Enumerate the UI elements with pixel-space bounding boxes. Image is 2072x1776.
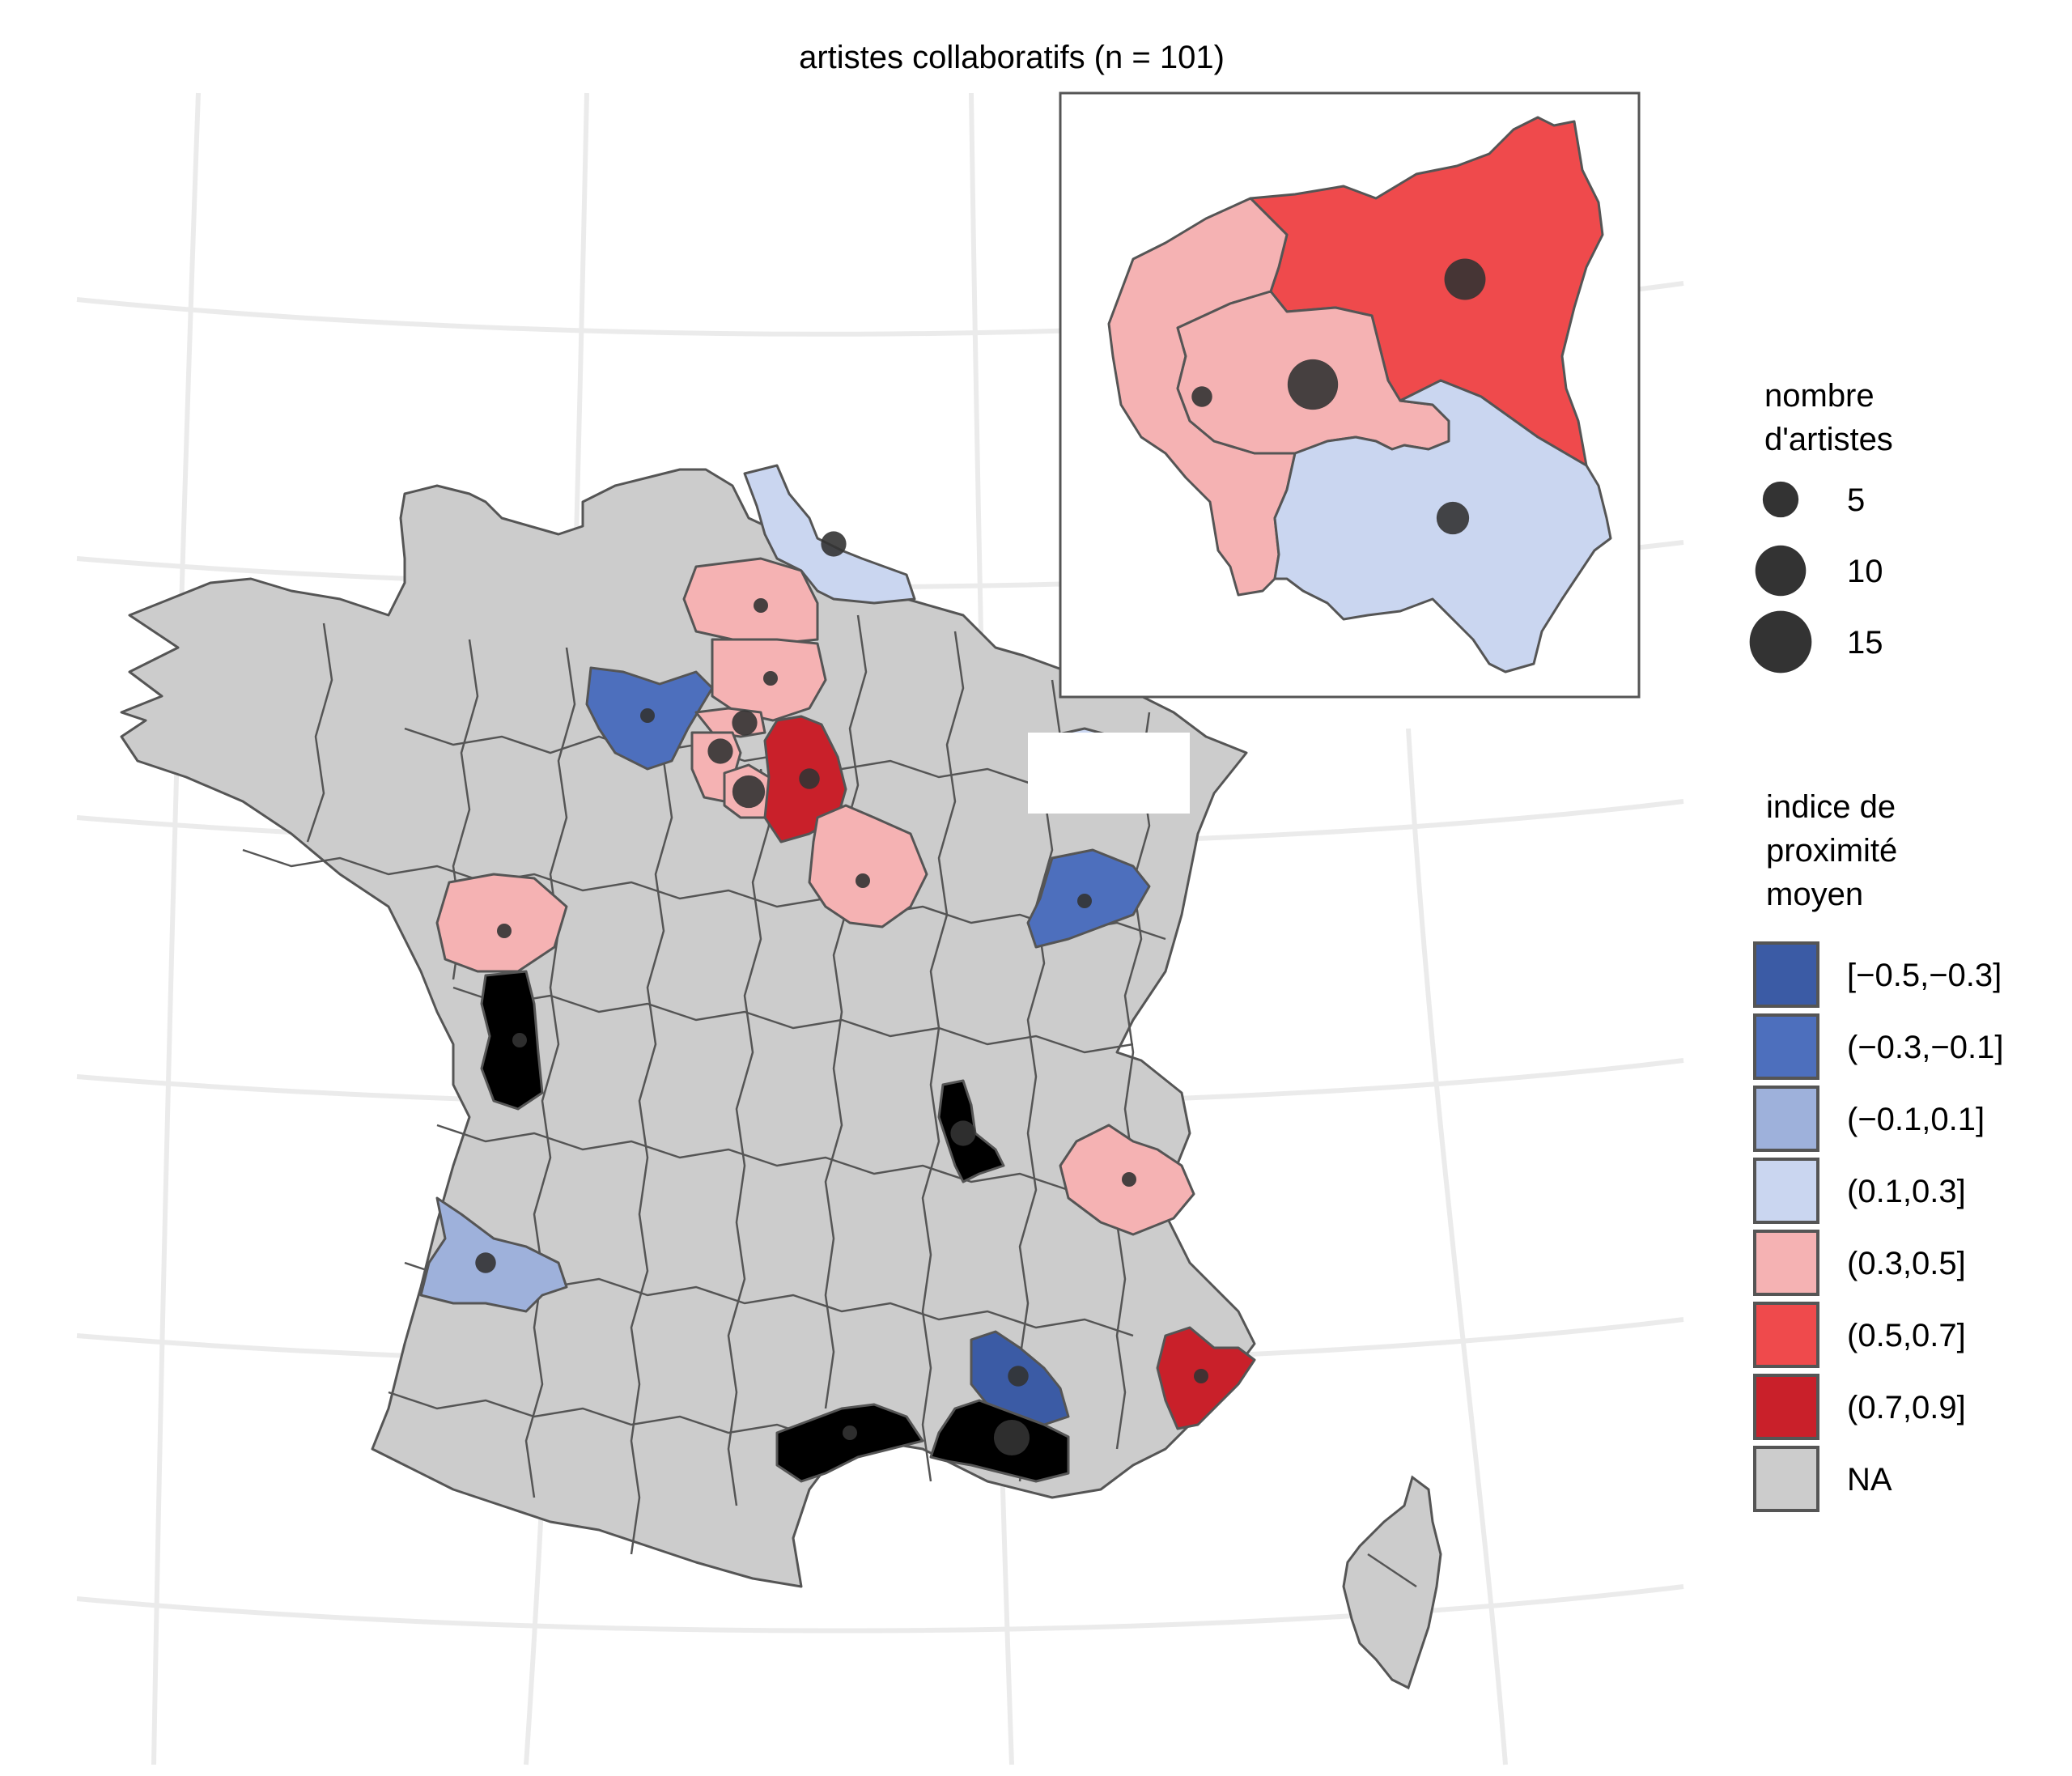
bubble-seine-et-marne [799,768,820,789]
size-legend-bubble-15 [1749,610,1812,673]
bubble-savoie [1122,1172,1136,1187]
bubble-calvados [640,708,655,723]
map-title: artistes collaboratifs (n = 101) [799,40,1225,75]
inset-bubbles [1191,258,1486,535]
bubble-alpes-maritimes [1194,1369,1208,1383]
size-legend-bubble-5 [1762,481,1799,518]
bubble-bouches-du-rh-ne [993,1419,1030,1456]
bubble-h-rault [843,1425,857,1440]
bubble-essonne [732,775,766,809]
mainland-france [120,468,1442,1690]
dept-nord [743,464,916,605]
fill-legend-swatch [1753,1374,1819,1440]
fill-legend-swatch [1753,1230,1819,1296]
bubble-rh-ne [950,1120,976,1146]
bubble-maine-et-loire [497,924,512,938]
bubble-val-de-marne [1436,501,1470,535]
graticule-parallel [76,1584,1684,1634]
fill-legend: indice de proximité moyen [−0.5,−0.3] (−0… [1753,789,2003,1512]
bubbles [475,531,1208,1456]
bubble-yvelines [707,738,733,764]
inset-background [1028,733,1190,814]
department-borders [242,614,1417,1588]
corsica-outline [1342,1475,1442,1690]
fill-legend-label: [−0.5,−0.3] [1847,958,2002,993]
size-legend-title-line-2: d'artistes [1764,422,1893,457]
fill-legend-title-line-1: indice de [1766,789,1896,825]
size-legend-label: 5 [1847,482,1865,518]
fill-legend-label: NA [1847,1462,1892,1498]
bubble-oise [763,671,778,686]
dept-seine-maritime [682,557,819,645]
fill-legend-swatch [1753,1013,1819,1080]
bubble-doubs [1077,894,1092,908]
size-legend-title-line-1: nombre [1764,378,1875,414]
fill-legend-label: (0.3,0.5] [1847,1246,1966,1281]
size-legend-label: 10 [1847,554,1883,589]
dept-deux-sevres [480,970,544,1111]
bubble-hauts-de-seine [1191,386,1212,407]
bubble-seine-saint-denis [1444,258,1486,300]
bubble-deux-s-vres [512,1033,527,1047]
fill-legend-label: (0.5,0.7] [1847,1318,1966,1353]
size-legend: nombre d'artistes 5 10 15 [1749,378,1893,673]
fill-legend-swatch [1753,1086,1819,1152]
dept-herault [775,1403,924,1483]
bubble-gironde [475,1252,496,1273]
fill-legend-swatch [1753,1302,1819,1368]
bubble-paris [1287,359,1339,410]
dept-aube [808,804,928,928]
bubble-aube [856,873,870,888]
fill-legend-swatch [1753,1158,1819,1224]
bubble-vaucluse [1008,1366,1029,1387]
fill-legend-label: (−0.3,−0.1] [1847,1030,2003,1065]
graticule-meridian [1406,728,1508,1765]
fill-legend-label: (0.1,0.3] [1847,1174,1966,1209]
bubble-val-d-oise [732,710,758,736]
size-legend-label: 15 [1847,625,1883,661]
fill-legend-title-line-3: moyen [1766,877,1863,912]
fill-legend-label: (−0.1,0.1] [1847,1102,1985,1137]
bubble-nord [821,531,847,557]
size-legend-bubble-10 [1755,545,1807,597]
bubble-seine-maritime [754,598,768,613]
fill-legend-swatch [1753,1446,1819,1512]
dept-gironde [419,1196,568,1313]
fill-legend-swatch [1753,941,1819,1008]
graticule-meridian [151,92,201,1765]
france-outline [120,468,1256,1588]
fill-legend-label: (0.7,0.9] [1847,1390,1966,1425]
dept-maine-et-loire [435,873,568,973]
fill-legend-title-line-2: proximité [1766,833,1897,869]
